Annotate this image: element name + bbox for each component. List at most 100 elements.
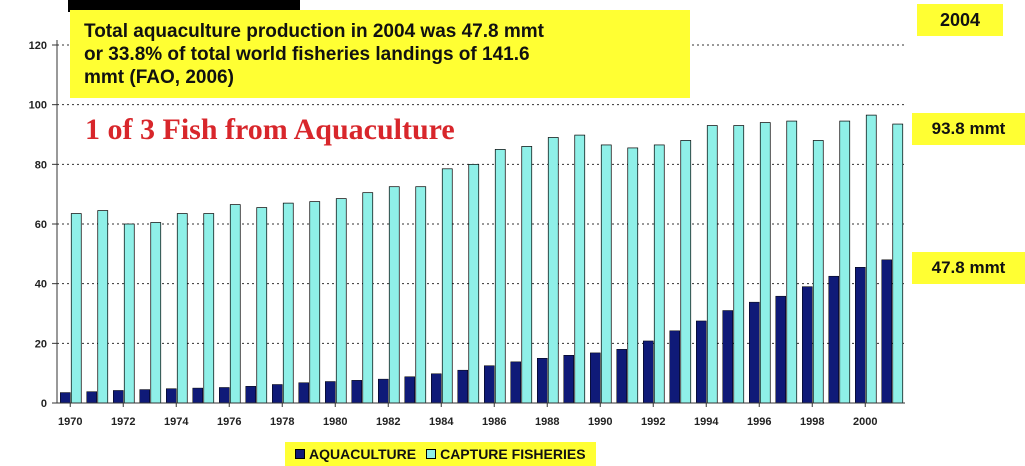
axis-layer: 0 20 40 60 80 100 120 1970 1972 1974 1976 1978 1980 1…	[29, 40, 905, 428]
x-tick-label: 1978	[270, 416, 294, 428]
top-black-bar	[68, 0, 300, 12]
bar-aquaculture	[881, 259, 892, 404]
bar-aquaculture	[590, 352, 601, 404]
info-line: Total aquaculture production in 2004 was…	[84, 21, 544, 42]
bar-capture-fisheries	[415, 186, 427, 404]
info-line: mmt (FAO, 2006)	[84, 67, 234, 88]
x-tick-label: 1986	[482, 416, 506, 428]
bar-capture-fisheries	[600, 144, 612, 404]
bar-capture-fisheries	[282, 202, 294, 404]
bar-capture-fisheries	[653, 144, 665, 404]
x-tick-label: 1972	[111, 416, 135, 428]
bar-capture-fisheries	[388, 186, 400, 404]
y-tick-label: 100	[29, 100, 47, 112]
x-tick-label: 2000	[853, 416, 877, 428]
bar-capture-fisheries	[97, 210, 109, 404]
bar-capture-fisheries	[494, 149, 506, 404]
bar-capture-fisheries	[521, 146, 533, 404]
bar-capture-fisheries	[839, 120, 851, 404]
y-tick-label: 80	[35, 159, 47, 171]
x-tick-label: 1980	[323, 416, 347, 428]
bar-aquaculture	[166, 388, 177, 404]
info-box: Total aquaculture production in 2004 was…	[70, 10, 690, 98]
bar-capture-fisheries	[733, 125, 745, 404]
bar-aquaculture	[431, 373, 442, 404]
bar-aquaculture	[537, 358, 548, 404]
bar-aquaculture	[192, 387, 203, 404]
bar-capture-fisheries	[574, 134, 586, 404]
y-tick-label: 40	[35, 279, 47, 291]
bar-aquaculture	[484, 365, 495, 404]
bar-aquaculture	[749, 301, 760, 404]
bar-capture-fisheries	[203, 213, 215, 404]
bar-capture-fisheries	[627, 147, 639, 404]
year-badge: 2004	[917, 4, 1003, 36]
bar-capture-fisheries	[335, 198, 347, 404]
legend-item-capture: CAPTURE FISHERIES	[426, 446, 586, 462]
bar-aquaculture	[457, 369, 468, 404]
bar-aquaculture	[404, 376, 415, 404]
bar-capture-fisheries	[362, 192, 374, 404]
bar-capture-fisheries	[680, 140, 692, 404]
x-tick-label: 1970	[58, 416, 82, 428]
aquaculture-end-label: 47.8 mmt	[912, 252, 1025, 284]
bar-aquaculture	[245, 386, 256, 404]
legend-swatch-aquaculture	[295, 449, 305, 459]
bar-aquaculture	[828, 275, 839, 404]
x-tick-label: 1992	[641, 416, 665, 428]
y-tick-label: 120	[29, 40, 47, 52]
bar-aquaculture	[272, 384, 283, 404]
x-tick-label: 1988	[535, 416, 559, 428]
bar-aquaculture	[325, 381, 336, 404]
bar-capture-fisheries	[123, 223, 135, 404]
x-tick-label: 1994	[694, 416, 719, 428]
x-tick-label: 1982	[376, 416, 400, 428]
capture-end-label: 93.8 mmt	[912, 113, 1025, 145]
bar-capture-fisheries	[70, 213, 82, 404]
x-tick-label: 1974	[164, 416, 189, 428]
bar-capture-fisheries	[150, 222, 162, 404]
legend-label-aquaculture: AQUACULTURE	[309, 446, 417, 462]
bar-capture-fisheries	[759, 122, 771, 404]
bar-aquaculture	[722, 310, 733, 404]
bar-aquaculture	[139, 389, 150, 404]
bar-aquaculture	[802, 286, 813, 404]
x-tick-label: 1984	[429, 416, 454, 428]
info-line: or 33.8% of total world fisheries landin…	[84, 44, 530, 65]
bar-capture-fisheries	[812, 140, 824, 404]
bar-aquaculture	[696, 320, 707, 404]
bar-capture-fisheries	[706, 125, 718, 404]
bar-aquaculture	[669, 330, 680, 404]
bar-aquaculture	[351, 380, 362, 404]
bar-capture-fisheries	[786, 120, 798, 404]
legend-item-aquaculture: AQUACULTURE	[295, 446, 416, 462]
bar-aquaculture	[298, 382, 309, 404]
bar-capture-fisheries	[229, 204, 241, 404]
bar-capture-fisheries	[547, 137, 559, 404]
bar-aquaculture	[219, 387, 230, 404]
bar-capture-fisheries	[468, 163, 480, 404]
x-tick-label: 1998	[800, 416, 824, 428]
bar-aquaculture	[510, 361, 521, 404]
bar-aquaculture	[616, 349, 627, 404]
bar-aquaculture	[60, 392, 71, 404]
bar-capture-fisheries	[309, 201, 321, 404]
bar-aquaculture	[775, 295, 786, 404]
y-tick-label: 0	[41, 398, 47, 410]
y-tick-label: 60	[35, 219, 47, 231]
x-tick-label: 1996	[747, 416, 771, 428]
legend-label-capture: CAPTURE FISHERIES	[440, 446, 586, 462]
chart-subtitle: 1 of 3 Fish from Aquaculture	[85, 113, 455, 146]
chart-legend: AQUACULTURE CAPTURE FISHERIES	[285, 442, 596, 466]
bar-capture-fisheries	[441, 168, 453, 404]
bar-capture-fisheries	[256, 207, 268, 404]
bars-layer	[60, 114, 904, 404]
bar-aquaculture	[86, 391, 97, 404]
bar-aquaculture	[855, 267, 866, 404]
x-tick-label: 1990	[588, 416, 612, 428]
bar-aquaculture	[643, 340, 654, 404]
bar-aquaculture	[563, 355, 574, 404]
bar-aquaculture	[378, 378, 389, 404]
bar-capture-fisheries	[865, 114, 877, 404]
bar-aquaculture	[113, 390, 124, 404]
